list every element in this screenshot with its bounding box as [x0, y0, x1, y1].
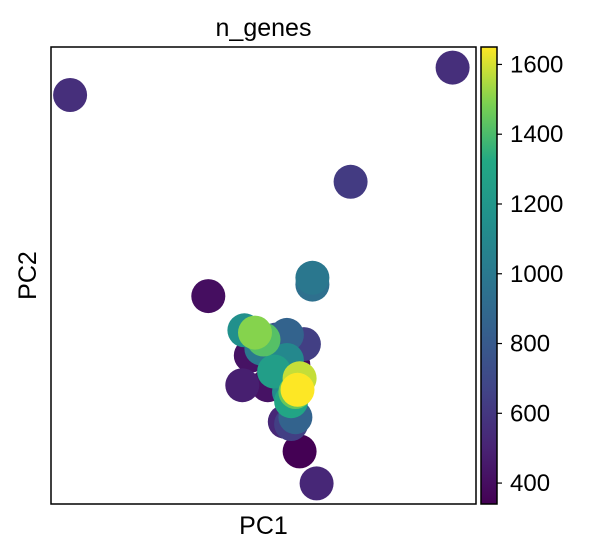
data-point	[257, 354, 292, 389]
data-point	[191, 279, 226, 314]
points-layer	[53, 50, 470, 501]
x-axis-label: PC1	[239, 512, 288, 540]
data-point	[333, 164, 368, 199]
colorbar	[481, 47, 497, 504]
data-point	[225, 368, 260, 403]
colorbar-tick-label: 600	[510, 400, 550, 427]
chart-title: n_genes	[216, 14, 312, 42]
data-point	[295, 260, 330, 295]
colorbar-tick-label: 1600	[510, 51, 563, 78]
colorbar-tick-label: 800	[510, 331, 550, 358]
data-point	[299, 466, 334, 501]
data-point	[280, 372, 315, 407]
data-point	[435, 50, 470, 85]
colorbar-tick-label: 1000	[510, 261, 563, 288]
colorbar-tick-label: 1400	[510, 121, 563, 148]
colorbar-frame	[480, 46, 498, 505]
colorbar-ticks: 400 600 800 1000 1200 1400 1600	[497, 51, 563, 497]
data-point	[238, 315, 272, 350]
plot-frame	[50, 46, 477, 505]
colorbar-tick-label: 400	[510, 470, 550, 497]
data-point	[53, 78, 88, 112]
y-axis-label: PC2	[14, 251, 42, 300]
colorbar-tick-label: 1200	[510, 191, 563, 218]
data-point	[282, 434, 317, 469]
